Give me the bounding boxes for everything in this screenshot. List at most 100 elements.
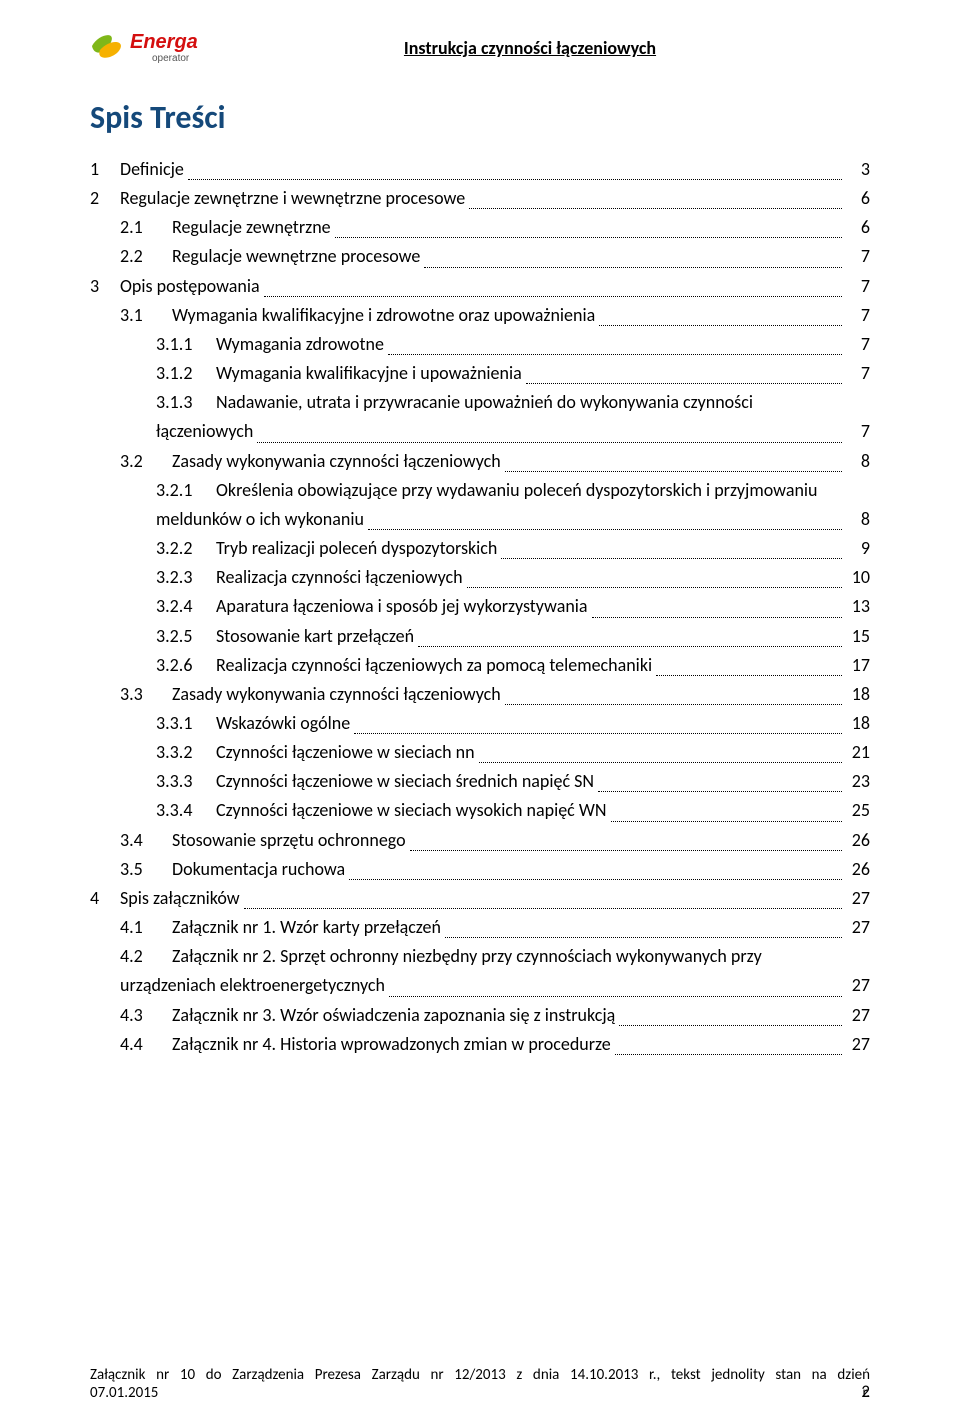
toc-page-number: 18 <box>846 709 870 738</box>
toc-entry[interactable]: 3.3.3Czynności łączeniowe w sieciach śre… <box>90 767 870 796</box>
toc-entry[interactable]: 3.2.5Stosowanie kart przełączeń15 <box>90 622 870 651</box>
brand-logo: Energa operator <box>90 28 240 68</box>
page-number: 2 <box>861 1381 870 1402</box>
toc-leader-dots <box>264 296 842 297</box>
toc-number: 4.3 <box>120 1001 172 1030</box>
toc-page-number: 27 <box>846 884 870 913</box>
toc-entry[interactable]: 3.1.1Wymagania zdrowotne7 <box>90 330 870 359</box>
toc-entry[interactable]: 3.3.4Czynności łączeniowe w sieciach wys… <box>90 796 870 825</box>
logo-brand-text: Energa <box>130 31 198 53</box>
toc-page-number: 8 <box>846 505 870 534</box>
toc-page-number: 7 <box>846 272 870 301</box>
page-header: Energa operator Instrukcja czynności łąc… <box>90 28 870 68</box>
toc-page-number: 6 <box>846 184 870 213</box>
toc-heading: Spis Treści <box>90 98 870 137</box>
toc-entry[interactable]: 3Opis postępowania7 <box>90 272 870 301</box>
footer-line-1: Załącznik nr 10 do Zarządzenia Prezesa Z… <box>90 1366 870 1384</box>
energa-logo-icon: Energa operator <box>90 28 240 70</box>
toc-text-cont: urządzeniach elektroenergetycznych <box>120 971 385 1000</box>
toc-text: Opis postępowania <box>120 272 260 301</box>
toc-page-number: 7 <box>846 359 870 388</box>
toc-entry[interactable]: 4Spis załączników27 <box>90 884 870 913</box>
toc-text: Stosowanie kart przełączeń <box>216 622 414 651</box>
toc-leader-dots <box>619 1025 842 1026</box>
toc-entry[interactable]: 4.1Załącznik nr 1. Wzór karty przełączeń… <box>90 913 870 942</box>
toc-leader-dots <box>445 937 842 938</box>
toc-number: 3.2.5 <box>156 622 216 651</box>
toc-page-number: 7 <box>846 301 870 330</box>
toc-leader-dots <box>599 325 842 326</box>
toc-entry[interactable]: 4.4Załącznik nr 4. Historia wprowadzonyc… <box>90 1030 870 1059</box>
toc-text: Spis załączników <box>120 884 240 913</box>
toc-number: 3.3.4 <box>156 796 216 825</box>
toc-text: Czynności łączeniowe w sieciach wysokich… <box>216 796 607 825</box>
toc-entry[interactable]: 4.3Załącznik nr 3. Wzór oświadczenia zap… <box>90 1001 870 1030</box>
toc-entry[interactable]: 3.2.6Realizacja czynności łączeniowych z… <box>90 651 870 680</box>
toc-page-number: 9 <box>846 534 870 563</box>
toc-leader-dots <box>349 879 842 880</box>
toc-number: 4.2 <box>120 942 172 971</box>
toc-entry[interactable]: 3.3.1Wskazówki ogólne18 <box>90 709 870 738</box>
toc-page-number: 27 <box>846 1030 870 1059</box>
toc-page-number: 6 <box>846 213 870 242</box>
toc-number: 3.1.2 <box>156 359 216 388</box>
toc-leader-dots <box>479 762 842 763</box>
toc-entry[interactable]: 3.4Stosowanie sprzętu ochronnego26 <box>90 826 870 855</box>
toc-leader-dots <box>257 442 842 443</box>
toc-leader-dots <box>592 617 842 618</box>
toc-entry[interactable]: 3.2.3Realizacja czynności łączeniowych10 <box>90 563 870 592</box>
toc-number: 3.1.1 <box>156 330 216 359</box>
toc-number: 3.1.3 <box>156 388 216 417</box>
toc-number: 3.3 <box>120 680 172 709</box>
toc-leader-dots <box>526 383 842 384</box>
toc-entry[interactable]: 3.3.2Czynności łączeniowe w sieciach nn2… <box>90 738 870 767</box>
toc-entry[interactable]: 3.2.4Aparatura łączeniowa i sposób jej w… <box>90 592 870 621</box>
toc-entry[interactable]: 3.1.3Nadawanie, utrata i przywracanie up… <box>90 388 870 446</box>
toc-entry[interactable]: 2.1Regulacje zewnętrzne6 <box>90 213 870 242</box>
toc-entry[interactable]: 3.3Zasady wykonywania czynności łączenio… <box>90 680 870 709</box>
toc-number: 3.1 <box>120 301 172 330</box>
toc-text: Regulacje wewnętrzne procesowe <box>172 242 420 271</box>
toc-leader-dots <box>615 1054 842 1055</box>
toc-leader-dots <box>410 850 842 851</box>
toc-page-number: 3 <box>846 155 870 184</box>
toc-entry[interactable]: 3.1.2Wymagania kwalifikacyjne i upoważni… <box>90 359 870 388</box>
toc-text: Załącznik nr 1. Wzór karty przełączeń <box>172 913 441 942</box>
toc-page-number: 17 <box>846 651 870 680</box>
toc-leader-dots <box>611 821 843 822</box>
toc-page-number: 10 <box>846 563 870 592</box>
toc-entry[interactable]: 3.2.1Określenia obowiązujące przy wydawa… <box>90 476 870 534</box>
toc-page-number: 21 <box>846 738 870 767</box>
toc-number: 2.1 <box>120 213 172 242</box>
toc-entry[interactable]: 2Regulacje zewnętrzne i wewnętrzne proce… <box>90 184 870 213</box>
toc-number: 3.5 <box>120 855 172 884</box>
toc-leader-dots <box>656 675 842 676</box>
toc-entry[interactable]: 4.2Załącznik nr 2. Sprzęt ochronny niezb… <box>90 942 870 1000</box>
toc-page-number: 23 <box>846 767 870 796</box>
toc-entry[interactable]: 3.5Dokumentacja ruchowa26 <box>90 855 870 884</box>
toc-entry[interactable]: 1Definicje3 <box>90 155 870 184</box>
toc-number: 3.2.4 <box>156 592 216 621</box>
logo-sub-text: operator <box>152 53 190 64</box>
toc-entry[interactable]: 2.2Regulacje wewnętrzne procesowe7 <box>90 242 870 271</box>
toc-leader-dots <box>598 791 842 792</box>
toc-text: Realizacja czynności łączeniowych za pom… <box>216 651 652 680</box>
toc-page-number: 7 <box>846 417 870 446</box>
toc-entry[interactable]: 3.1Wymagania kwalifikacyjne i zdrowotne … <box>90 301 870 330</box>
toc-entry[interactable]: 3.2Zasady wykonywania czynności łączenio… <box>90 447 870 476</box>
toc-leader-dots <box>388 354 842 355</box>
toc-text: Określenia obowiązujące przy wydawaniu p… <box>216 476 818 505</box>
toc-text: Czynności łączeniowe w sieciach średnich… <box>216 767 594 796</box>
toc-text: Wymagania kwalifikacyjne i zdrowotne ora… <box>172 301 595 330</box>
toc-leader-dots <box>424 267 842 268</box>
toc-text: Wymagania kwalifikacyjne i upoważnienia <box>216 359 522 388</box>
toc-page-number: 27 <box>846 971 870 1000</box>
toc-entry[interactable]: 3.2.2Tryb realizacji poleceń dyspozytors… <box>90 534 870 563</box>
toc-text: Wskazówki ogólne <box>216 709 350 738</box>
toc-text-cont: meldunków o ich wykonaniu <box>156 505 364 534</box>
footer-line-2: 07.01.2015 r. <box>90 1384 870 1402</box>
toc-text: Nadawanie, utrata i przywracanie upoważn… <box>216 388 753 417</box>
toc-text-cont: łączeniowych <box>156 417 253 446</box>
table-of-contents: 1Definicje32Regulacje zewnętrzne i wewnę… <box>90 155 870 1059</box>
toc-page-number: 8 <box>846 447 870 476</box>
